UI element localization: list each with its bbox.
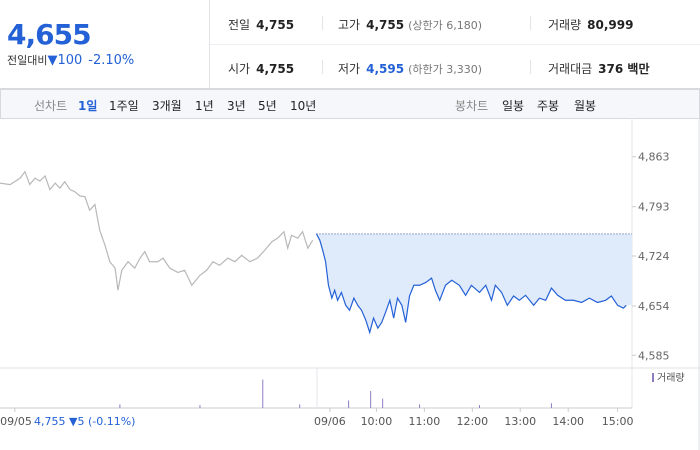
chart: 4,585 4,654 4,724 4,793 4,863 09/05 09/06 10:00…	[0, 118, 700, 450]
tab[interactable]: 3개월	[152, 99, 182, 113]
x-tick-label: 09/06	[314, 415, 346, 428]
separator	[322, 16, 323, 30]
stat-value: 4,755	[256, 62, 295, 76]
stat: 전일 4,755	[228, 16, 294, 33]
legend-label: 거래량	[657, 372, 685, 384]
stat: 시가 4,755	[228, 60, 294, 77]
range-fill	[316, 233, 632, 333]
price-note: 4,755 ▼5 (-0.11%)	[34, 415, 135, 428]
tab[interactable]: 5년	[258, 99, 277, 113]
stat-label: 거래대금	[548, 62, 593, 76]
y-tick-label: 4,863	[638, 151, 670, 164]
y-tick-label: 4,793	[638, 201, 670, 214]
stat-value: 80,999	[587, 18, 634, 32]
header: 4,655 전일대비▼100 -2.10% 전일 4,755 고가 4,755 (상한가…	[0, 0, 700, 89]
volume-bar	[299, 404, 301, 408]
price-box: 4,655 전일대비▼100 -2.10%	[0, 0, 210, 88]
tab-caption: 봉차트	[455, 99, 489, 113]
volume-bar	[479, 405, 481, 408]
stat-value: 4,595	[366, 62, 405, 76]
stat: 거래대금 376 백만	[548, 60, 649, 77]
legend-swatch	[652, 373, 654, 382]
separator	[322, 60, 323, 74]
tab[interactable]: 일봉	[502, 99, 525, 113]
tab[interactable]: 3년	[227, 99, 246, 113]
x-tick-label: 13:00	[504, 415, 536, 428]
stat: 고가 4,755 (상한가 6,180)	[338, 16, 482, 33]
volume-bar	[419, 404, 421, 408]
volume-bar	[382, 398, 384, 408]
x-tick-label: 11:00	[409, 415, 441, 428]
tab-caption: 선차트	[34, 99, 68, 113]
price: 4,655	[7, 18, 92, 51]
stat-label: 시가	[228, 62, 251, 76]
period-tabs: 선차트 1일 1주일 3개월 1년 3년 5년 10년 봉차트 일봉 주봉 월봉	[0, 89, 700, 119]
volume-bar	[262, 379, 264, 408]
y-tick-label: 4,585	[638, 349, 670, 362]
stat-label: 저가	[338, 62, 361, 76]
x-tick-label: 10:00	[361, 415, 393, 428]
change-amount: ▼100	[47, 53, 83, 68]
stat-label: 고가	[338, 18, 361, 32]
y-tick-label: 4,654	[638, 300, 670, 313]
stat: 거래량 80,999	[548, 16, 633, 33]
separator	[210, 44, 700, 45]
volume-bar	[348, 400, 350, 408]
tab[interactable]: 10년	[290, 99, 317, 113]
stat-value: 376 백만	[598, 62, 650, 76]
tab[interactable]: 1주일	[109, 99, 139, 113]
stat-value: 4,755	[256, 18, 295, 32]
change-label: 전일대비	[7, 54, 48, 67]
tab[interactable]: 1년	[195, 99, 214, 113]
x-tick-label: 15:00	[602, 415, 634, 428]
change: 전일대비▼100 -2.10%	[7, 52, 134, 68]
x-tick-label: 12:00	[456, 415, 488, 428]
x-tick-label: 09/05	[0, 415, 32, 428]
y-tick-label: 4,724	[638, 250, 670, 263]
price-line	[0, 170, 314, 291]
separator	[530, 16, 531, 30]
stat-note: (상한가 6,180)	[408, 19, 482, 32]
stat-label: 거래량	[548, 18, 582, 32]
separator	[530, 60, 531, 74]
volume-bar	[199, 405, 201, 408]
price-line	[315, 233, 627, 335]
tab[interactable]: 월봉	[574, 99, 597, 113]
tab[interactable]: 주봉	[537, 99, 560, 113]
volume-bar	[370, 391, 372, 408]
volume-bar	[550, 403, 552, 408]
x-tick-label: 14:00	[552, 415, 584, 428]
tab[interactable]: 1일	[78, 99, 98, 113]
stat: 저가 4,595 (하한가 3,330)	[338, 60, 482, 77]
stat-label: 전일	[228, 18, 251, 32]
stat-value: 4,755	[366, 18, 405, 32]
change-rate: -2.10%	[88, 53, 135, 68]
stat-note: (하한가 3,330)	[408, 63, 482, 76]
volume-bar	[119, 404, 121, 408]
